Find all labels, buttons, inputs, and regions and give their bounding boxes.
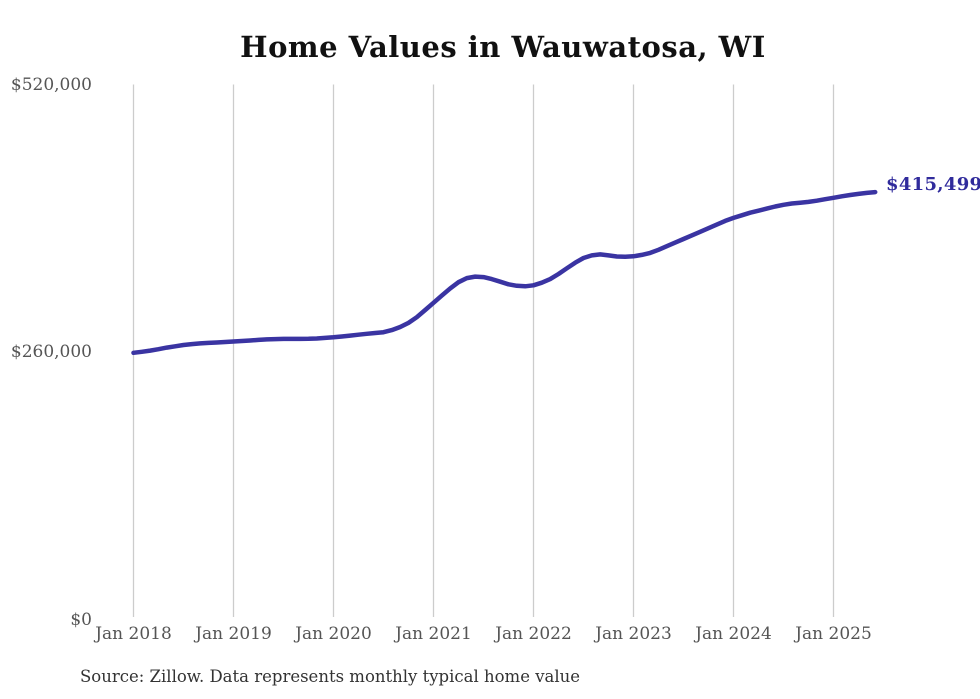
y-axis-label: $520,000 — [10, 75, 92, 95]
chart-title: Home Values in Wauwatosa, WI — [240, 30, 766, 64]
value-line — [131, 189, 878, 356]
y-axis-label: $260,000 — [10, 342, 92, 362]
source-note: Source: Zillow. Data represents monthly … — [80, 667, 581, 686]
x-axis-label: Jan 2018 — [95, 624, 172, 644]
y-axis-label: $0 — [70, 610, 92, 630]
latest-value-label: $415,499 — [886, 174, 980, 195]
x-axis-label: Jan 2025 — [795, 624, 872, 644]
x-axis-label: Jan 2019 — [195, 624, 272, 644]
x-axis-label: Jan 2020 — [295, 624, 372, 644]
x-axis-label: Jan 2022 — [495, 624, 572, 644]
x-axis-label: Jan 2021 — [395, 624, 472, 644]
x-axis-label: Jan 2023 — [595, 624, 672, 644]
x-axis-label: Jan 2024 — [695, 624, 772, 644]
